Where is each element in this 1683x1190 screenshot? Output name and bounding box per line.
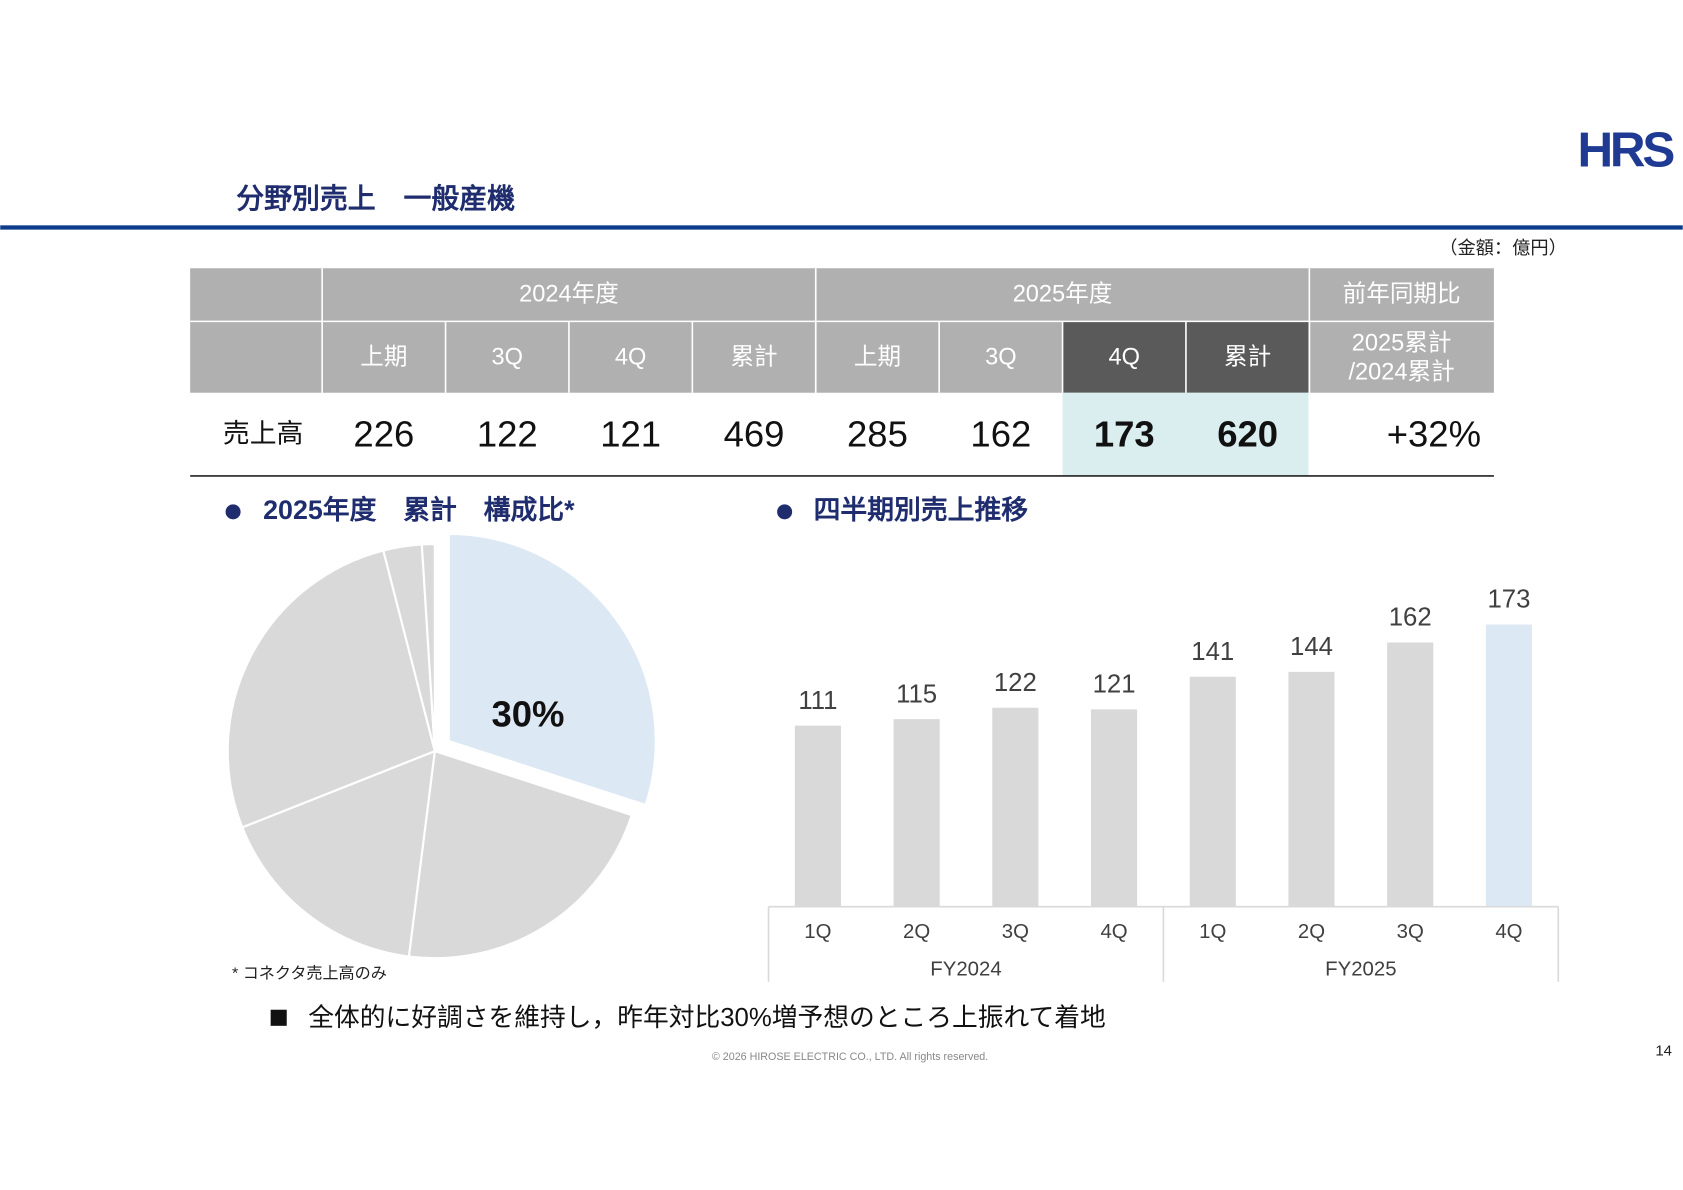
table-value: 285 xyxy=(847,413,908,454)
group-label: FY2024 xyxy=(930,958,1001,980)
page-number: 14 xyxy=(1655,1043,1672,1060)
table-subheader: 上期 xyxy=(854,344,901,371)
x-tick-label: 1Q xyxy=(804,921,831,943)
pie-slice xyxy=(226,549,437,829)
row-label: 売上高 xyxy=(223,419,303,449)
bar xyxy=(1189,676,1236,907)
table-value: 162 xyxy=(970,413,1031,454)
copyright: © 2026 HIROSE ELECTRIC CO., LTD. All rig… xyxy=(712,1051,988,1063)
table-subheader: 累計 xyxy=(730,344,777,371)
title-rule xyxy=(0,225,1683,230)
table-value: 226 xyxy=(353,413,414,454)
unit-label: （金額：億円） xyxy=(1439,237,1567,258)
pie-slice xyxy=(420,542,436,752)
bullet xyxy=(777,504,793,520)
note-bullet xyxy=(270,1009,287,1026)
bar xyxy=(1387,642,1434,907)
table-header: 2025年度 xyxy=(1013,280,1113,307)
bar-label: 115 xyxy=(896,680,937,708)
table-value: 122 xyxy=(477,413,538,454)
bar xyxy=(1090,709,1138,907)
bar xyxy=(794,725,841,907)
x-tick-label: 4Q xyxy=(1100,921,1127,943)
group-label: FY2025 xyxy=(1325,958,1396,980)
table-highlight xyxy=(1062,392,1310,476)
bar-label: 141 xyxy=(1191,638,1234,666)
pie-slice xyxy=(240,749,437,958)
table-subheader: 累計 xyxy=(1224,344,1271,371)
bar xyxy=(893,719,940,907)
bar xyxy=(992,707,1039,907)
pie-label: 30% xyxy=(491,694,564,735)
logo: HRS xyxy=(1578,122,1674,177)
pie-slice xyxy=(447,532,657,807)
table-subheader: 3Q xyxy=(985,345,1016,371)
x-tick-label: 4Q xyxy=(1495,921,1522,943)
x-tick-label: 3Q xyxy=(1002,921,1029,943)
pie-slice xyxy=(407,749,634,960)
table-subheader: 2025累計 xyxy=(1352,330,1452,357)
x-tick-label: 2Q xyxy=(903,921,930,943)
table-subheader: /2024累計 xyxy=(1349,359,1455,386)
footnote: * コネクタ売上高のみ xyxy=(232,965,387,983)
table-value: 620 xyxy=(1217,413,1278,454)
table-subheader: 上期 xyxy=(360,344,407,371)
bar-label: 173 xyxy=(1487,586,1530,614)
pie-title: 2025年度 累計 構成比* xyxy=(263,494,575,525)
table-header: 前年同期比 xyxy=(1343,280,1461,307)
table-value: 469 xyxy=(724,413,785,454)
table-subheader: 3Q xyxy=(492,345,523,371)
bar-label: 121 xyxy=(1093,671,1136,699)
x-tick-label: 1Q xyxy=(1199,921,1226,943)
table-subheader: 4Q xyxy=(615,345,646,371)
note: 全体的に好調さを維持し，昨年対比30%増予想のところ上振れて着地 xyxy=(308,1003,1106,1032)
bar-label: 122 xyxy=(994,669,1037,697)
table-ratio: +32% xyxy=(1387,413,1481,454)
bar-label: 144 xyxy=(1290,633,1333,661)
table-value: 173 xyxy=(1094,413,1155,454)
bullet xyxy=(225,504,241,520)
x-tick-label: 3Q xyxy=(1397,921,1424,943)
table-value: 121 xyxy=(600,413,661,454)
slide-title: 分野別売上 一般産機 xyxy=(236,182,515,214)
table-subheader: 4Q xyxy=(1109,345,1140,371)
bar-label: 111 xyxy=(798,687,837,715)
bar-label: 162 xyxy=(1389,604,1432,632)
bar xyxy=(1485,624,1533,907)
x-tick-label: 2Q xyxy=(1298,921,1325,943)
bar xyxy=(1288,671,1335,907)
bar-title: 四半期別売上推移 xyxy=(814,495,1029,525)
table-header: 2024年度 xyxy=(519,280,619,307)
